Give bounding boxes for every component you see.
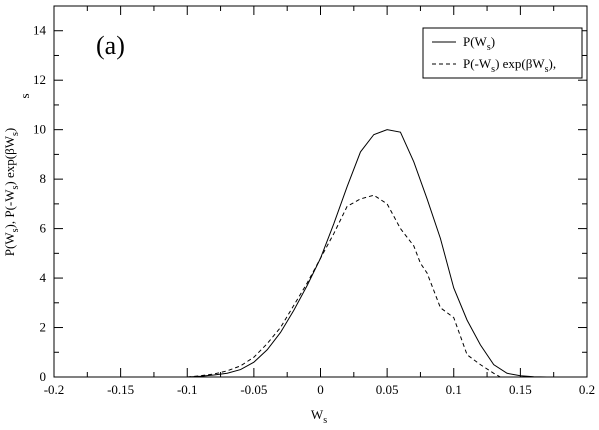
y-axis-label: P(Ws), P(-Ws) exp(βWs) (2, 128, 21, 256)
x-tick-label: 0.1 (446, 382, 462, 397)
x-tick-label: 0.05 (376, 382, 399, 397)
legend-label-1: P(Ws) (463, 34, 495, 53)
y-tick-label: 0 (40, 369, 47, 384)
ticks: -0.2 -0.15 -0.1 -0.05 0 0.05 0.1 0.15 0.2 0 2 4 6 8 10… (33, 6, 595, 397)
x-tick-label: -0.2 (44, 382, 65, 397)
y-tick-label: 12 (33, 72, 46, 87)
y-tick-label: 2 (40, 320, 47, 335)
legend-label-2: P(-Ws) exp(βWs), (463, 56, 556, 75)
series-line-2 (187, 194, 501, 378)
x-tick-label: 0 (317, 382, 324, 397)
y-tick-label: 6 (40, 221, 47, 236)
panel-label: (a) (96, 31, 125, 60)
x-tick-label: -0.05 (240, 382, 267, 397)
legend: P(Ws) P(-Ws) exp(βWs), (422, 27, 583, 79)
y-axis-label-fragment: s (17, 93, 32, 98)
y-tick-label: 8 (40, 171, 47, 186)
y-tick-label: 10 (33, 122, 46, 137)
legend-box (422, 27, 583, 79)
y-tick-label: 14 (33, 23, 47, 38)
x-tick-label: 0.2 (579, 382, 595, 397)
x-tick-label: 0.15 (509, 382, 532, 397)
series-line-1 (187, 129, 548, 378)
x-axis-label: Ws (311, 407, 327, 426)
x-tick-label: -0.1 (177, 382, 198, 397)
x-tick-label: -0.15 (107, 382, 134, 397)
y-tick-label: 4 (40, 270, 47, 285)
series-lines (187, 129, 548, 378)
